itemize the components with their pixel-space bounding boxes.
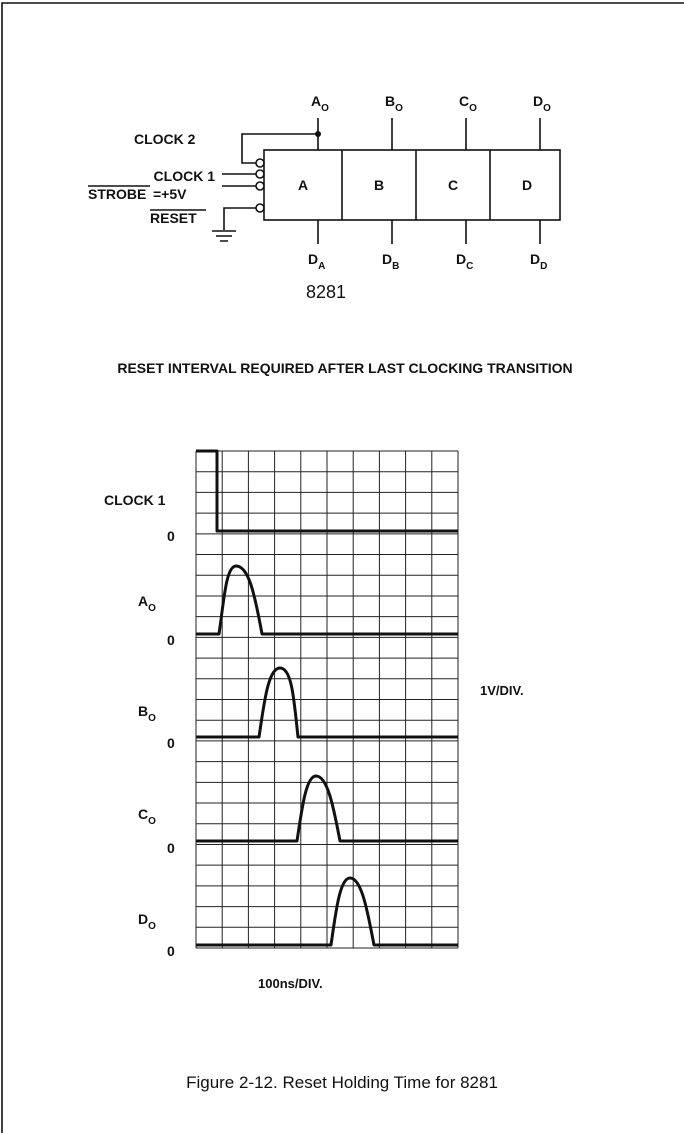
label-sub: O <box>395 103 403 114</box>
zero-label: 0 <box>167 528 175 544</box>
zero-label: 0 <box>167 840 175 856</box>
label: DA <box>308 251 325 272</box>
clock2-wire <box>241 133 318 164</box>
scope-title: RESET INTERVAL REQUIRED AFTER LAST CLOCK… <box>117 360 572 376</box>
clock1-trace <box>196 449 458 533</box>
label-main: C <box>459 93 469 109</box>
label-sub: B <box>392 261 399 272</box>
label-main: D <box>530 251 540 267</box>
label: STROBE <box>88 186 146 202</box>
label: DC <box>456 251 473 272</box>
label-main: A <box>138 593 148 609</box>
label: DD <box>530 251 547 272</box>
label: AO <box>311 93 329 114</box>
label-main: D <box>533 93 543 109</box>
label: DO <box>533 93 551 114</box>
label: CLOCK 1 <box>154 168 216 184</box>
block-label: A <box>298 177 308 193</box>
label-main: B <box>138 703 148 719</box>
label-sub: O <box>469 103 477 114</box>
zero-label: 0 <box>167 735 175 751</box>
input-bubble <box>255 181 265 191</box>
zero-label: 0 <box>167 943 175 959</box>
block-label: B <box>374 177 384 193</box>
label-sub: O <box>148 713 156 724</box>
label-sub: O <box>321 103 329 114</box>
label-main: D <box>308 251 318 267</box>
label: BO <box>138 703 156 724</box>
scope-grid <box>195 450 459 949</box>
part-number: 8281 <box>306 282 346 302</box>
input-bubble <box>255 158 265 168</box>
label: CLOCK 2 <box>134 131 196 147</box>
horizontal-scale: 100ns/DIV. <box>258 976 323 991</box>
label-sub: O <box>148 816 156 827</box>
label-main: C <box>138 806 148 822</box>
label-sub: D <box>540 261 547 272</box>
ground <box>212 230 236 242</box>
label-main: D <box>456 251 466 267</box>
d-trace <box>196 876 458 947</box>
label: DB <box>382 251 399 272</box>
label: RESET <box>150 210 197 226</box>
label: DO <box>138 911 156 932</box>
input-pins <box>317 220 541 244</box>
label-main: CLOCK 1 <box>104 492 166 508</box>
label-main: B <box>385 93 395 109</box>
label-main: D <box>382 251 392 267</box>
caption: Figure 2-12. Reset Holding Time for 8281 <box>186 1073 498 1092</box>
label: CO <box>459 93 477 114</box>
input-bubble <box>255 169 265 179</box>
label-sub: O <box>148 921 156 932</box>
block-label: D <box>522 177 532 193</box>
vertical-scale: 1V/DIV. <box>480 683 524 698</box>
register-outline <box>263 149 561 221</box>
label: =+5V <box>153 186 187 202</box>
input-bubble <box>255 203 265 213</box>
label-sub: O <box>148 603 156 614</box>
output-pins <box>317 118 541 150</box>
block-diagram: CLOCK 2 CLOCK 1 STROBE =+5V RESET 8281 <box>88 118 561 302</box>
label-sub: A <box>318 261 325 272</box>
block-label: C <box>448 177 458 193</box>
a-trace <box>196 564 458 636</box>
label-main: A <box>311 93 321 109</box>
zero-label: 0 <box>167 632 175 648</box>
b-trace <box>196 666 458 739</box>
label-main: D <box>138 911 148 927</box>
c-trace <box>196 774 458 843</box>
label: CLOCK 1 <box>104 492 166 508</box>
waveforms <box>196 449 458 947</box>
label: BO <box>385 93 403 114</box>
label: CO <box>138 806 156 827</box>
input-wires <box>222 173 256 230</box>
label-sub: C <box>466 261 473 272</box>
label-sub: O <box>543 103 551 114</box>
label: AO <box>138 593 156 614</box>
